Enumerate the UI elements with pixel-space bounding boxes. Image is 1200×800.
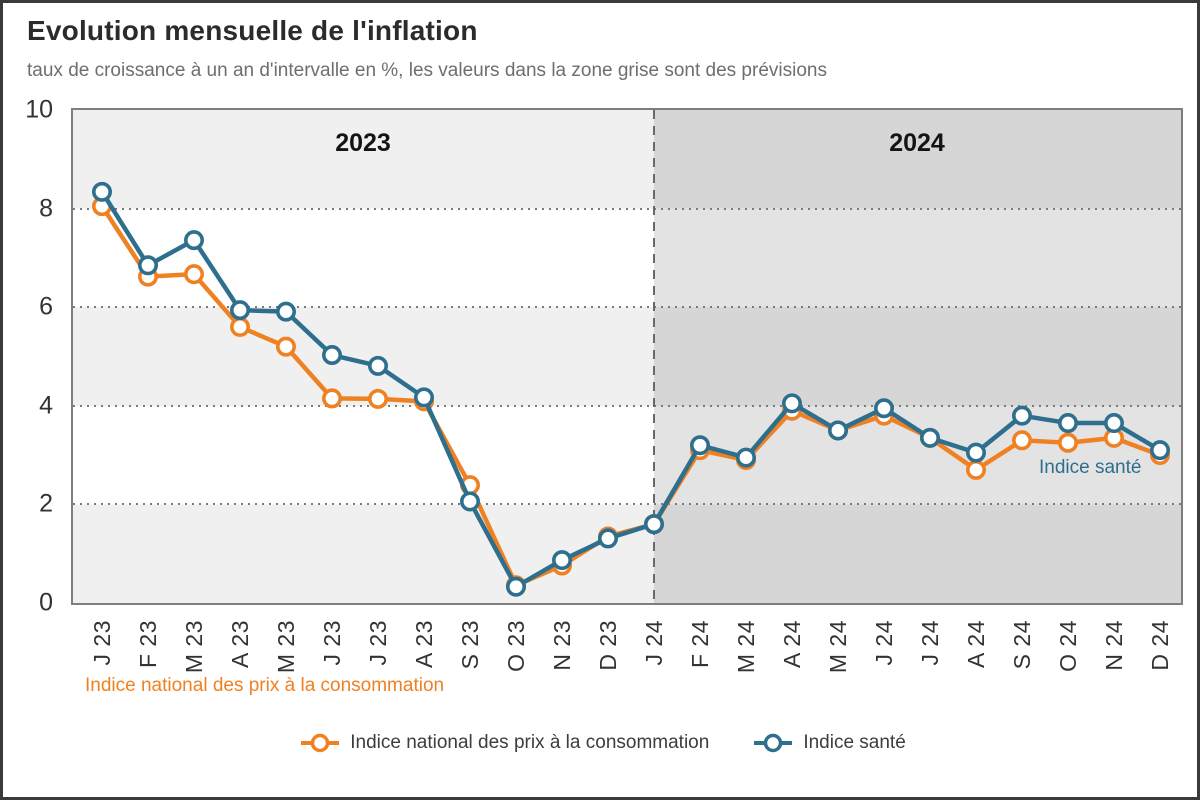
y-tick-label: 6	[39, 292, 53, 321]
x-tick-label: J 23	[319, 620, 345, 666]
x-tick-label: J 24	[917, 620, 943, 666]
x-tick-label: O 23	[503, 620, 529, 672]
zone-2023	[73, 110, 654, 603]
legend-label-cpi: Indice national des prix à la consommati…	[350, 732, 710, 753]
x-tick-label: D 23	[595, 620, 621, 671]
chart-subtitle: taux de croissance à un an d'intervalle …	[27, 60, 827, 81]
x-tick-label: N 23	[549, 620, 575, 671]
y-axis-labels: 10 8 6 4 2 0	[3, 96, 61, 617]
plot-area: 2023 2024 Indice national des prix à la …	[71, 108, 1183, 696]
gridline-8	[73, 207, 1181, 210]
legend: Indice national des prix à la consommati…	[3, 732, 1197, 754]
x-tick-label: O 24	[1055, 620, 1081, 672]
gridline-2	[73, 503, 1181, 506]
gridline-4	[73, 404, 1181, 407]
x-tick-label: M 23	[181, 620, 207, 674]
x-tick-label: D 24	[1147, 620, 1173, 671]
x-tick-label: A 23	[227, 620, 253, 669]
zone-2024-forecast	[654, 110, 1181, 603]
y-tick-label: 8	[39, 194, 53, 223]
year-label-2024: 2024	[889, 129, 945, 157]
x-tick-label: S 24	[1009, 620, 1035, 670]
x-tick-label: J 24	[641, 620, 667, 666]
x-tick-label: A 24	[963, 620, 989, 669]
x-tick-label: A 23	[411, 620, 437, 669]
page-title: Evolution mensuelle de l'inflation	[27, 15, 478, 46]
line-series-canvas	[91, 181, 1171, 597]
x-tick-label: J 23	[365, 620, 391, 666]
forecast-divider-dashed-line	[653, 110, 655, 603]
inline-label-cpi: Indice national des prix à la consommati…	[85, 675, 445, 696]
legend-item-cpi: Indice national des prix à la consommati…	[300, 732, 709, 754]
inline-label-sante: Indice santé	[1039, 457, 1142, 478]
y-tick-label: 0	[39, 588, 53, 617]
x-tick-label: F 23	[135, 620, 161, 669]
sante-legend-marker-icon	[754, 733, 793, 753]
y-tick-label: 2	[39, 489, 53, 518]
year-label-2023: 2023	[335, 129, 391, 157]
x-tick-label: M 24	[733, 620, 759, 674]
x-tick-label: F 24	[687, 620, 713, 669]
x-tick-label: M 24	[825, 620, 851, 674]
gridline-6	[73, 306, 1181, 309]
cpi-legend-marker-icon	[301, 733, 340, 753]
x-tick-label: A 24	[779, 620, 805, 669]
x-tick-label: S 23	[457, 620, 483, 670]
y-tick-label: 4	[39, 391, 53, 420]
legend-label-sante: Indice santé	[803, 732, 906, 753]
x-tick-label: M 23	[273, 620, 299, 674]
y-tick-label: 10	[25, 95, 53, 124]
x-tick-label: J 23	[89, 620, 115, 666]
x-tick-label: N 24	[1101, 620, 1127, 671]
legend-item-sante: Indice santé	[753, 732, 906, 754]
x-axis-labels: J 23 F 23 M 23 A 23 M 23 J 23 J 23 A 23 S 23 O 23…	[71, 610, 1183, 710]
x-tick-label: J 24	[871, 620, 897, 666]
